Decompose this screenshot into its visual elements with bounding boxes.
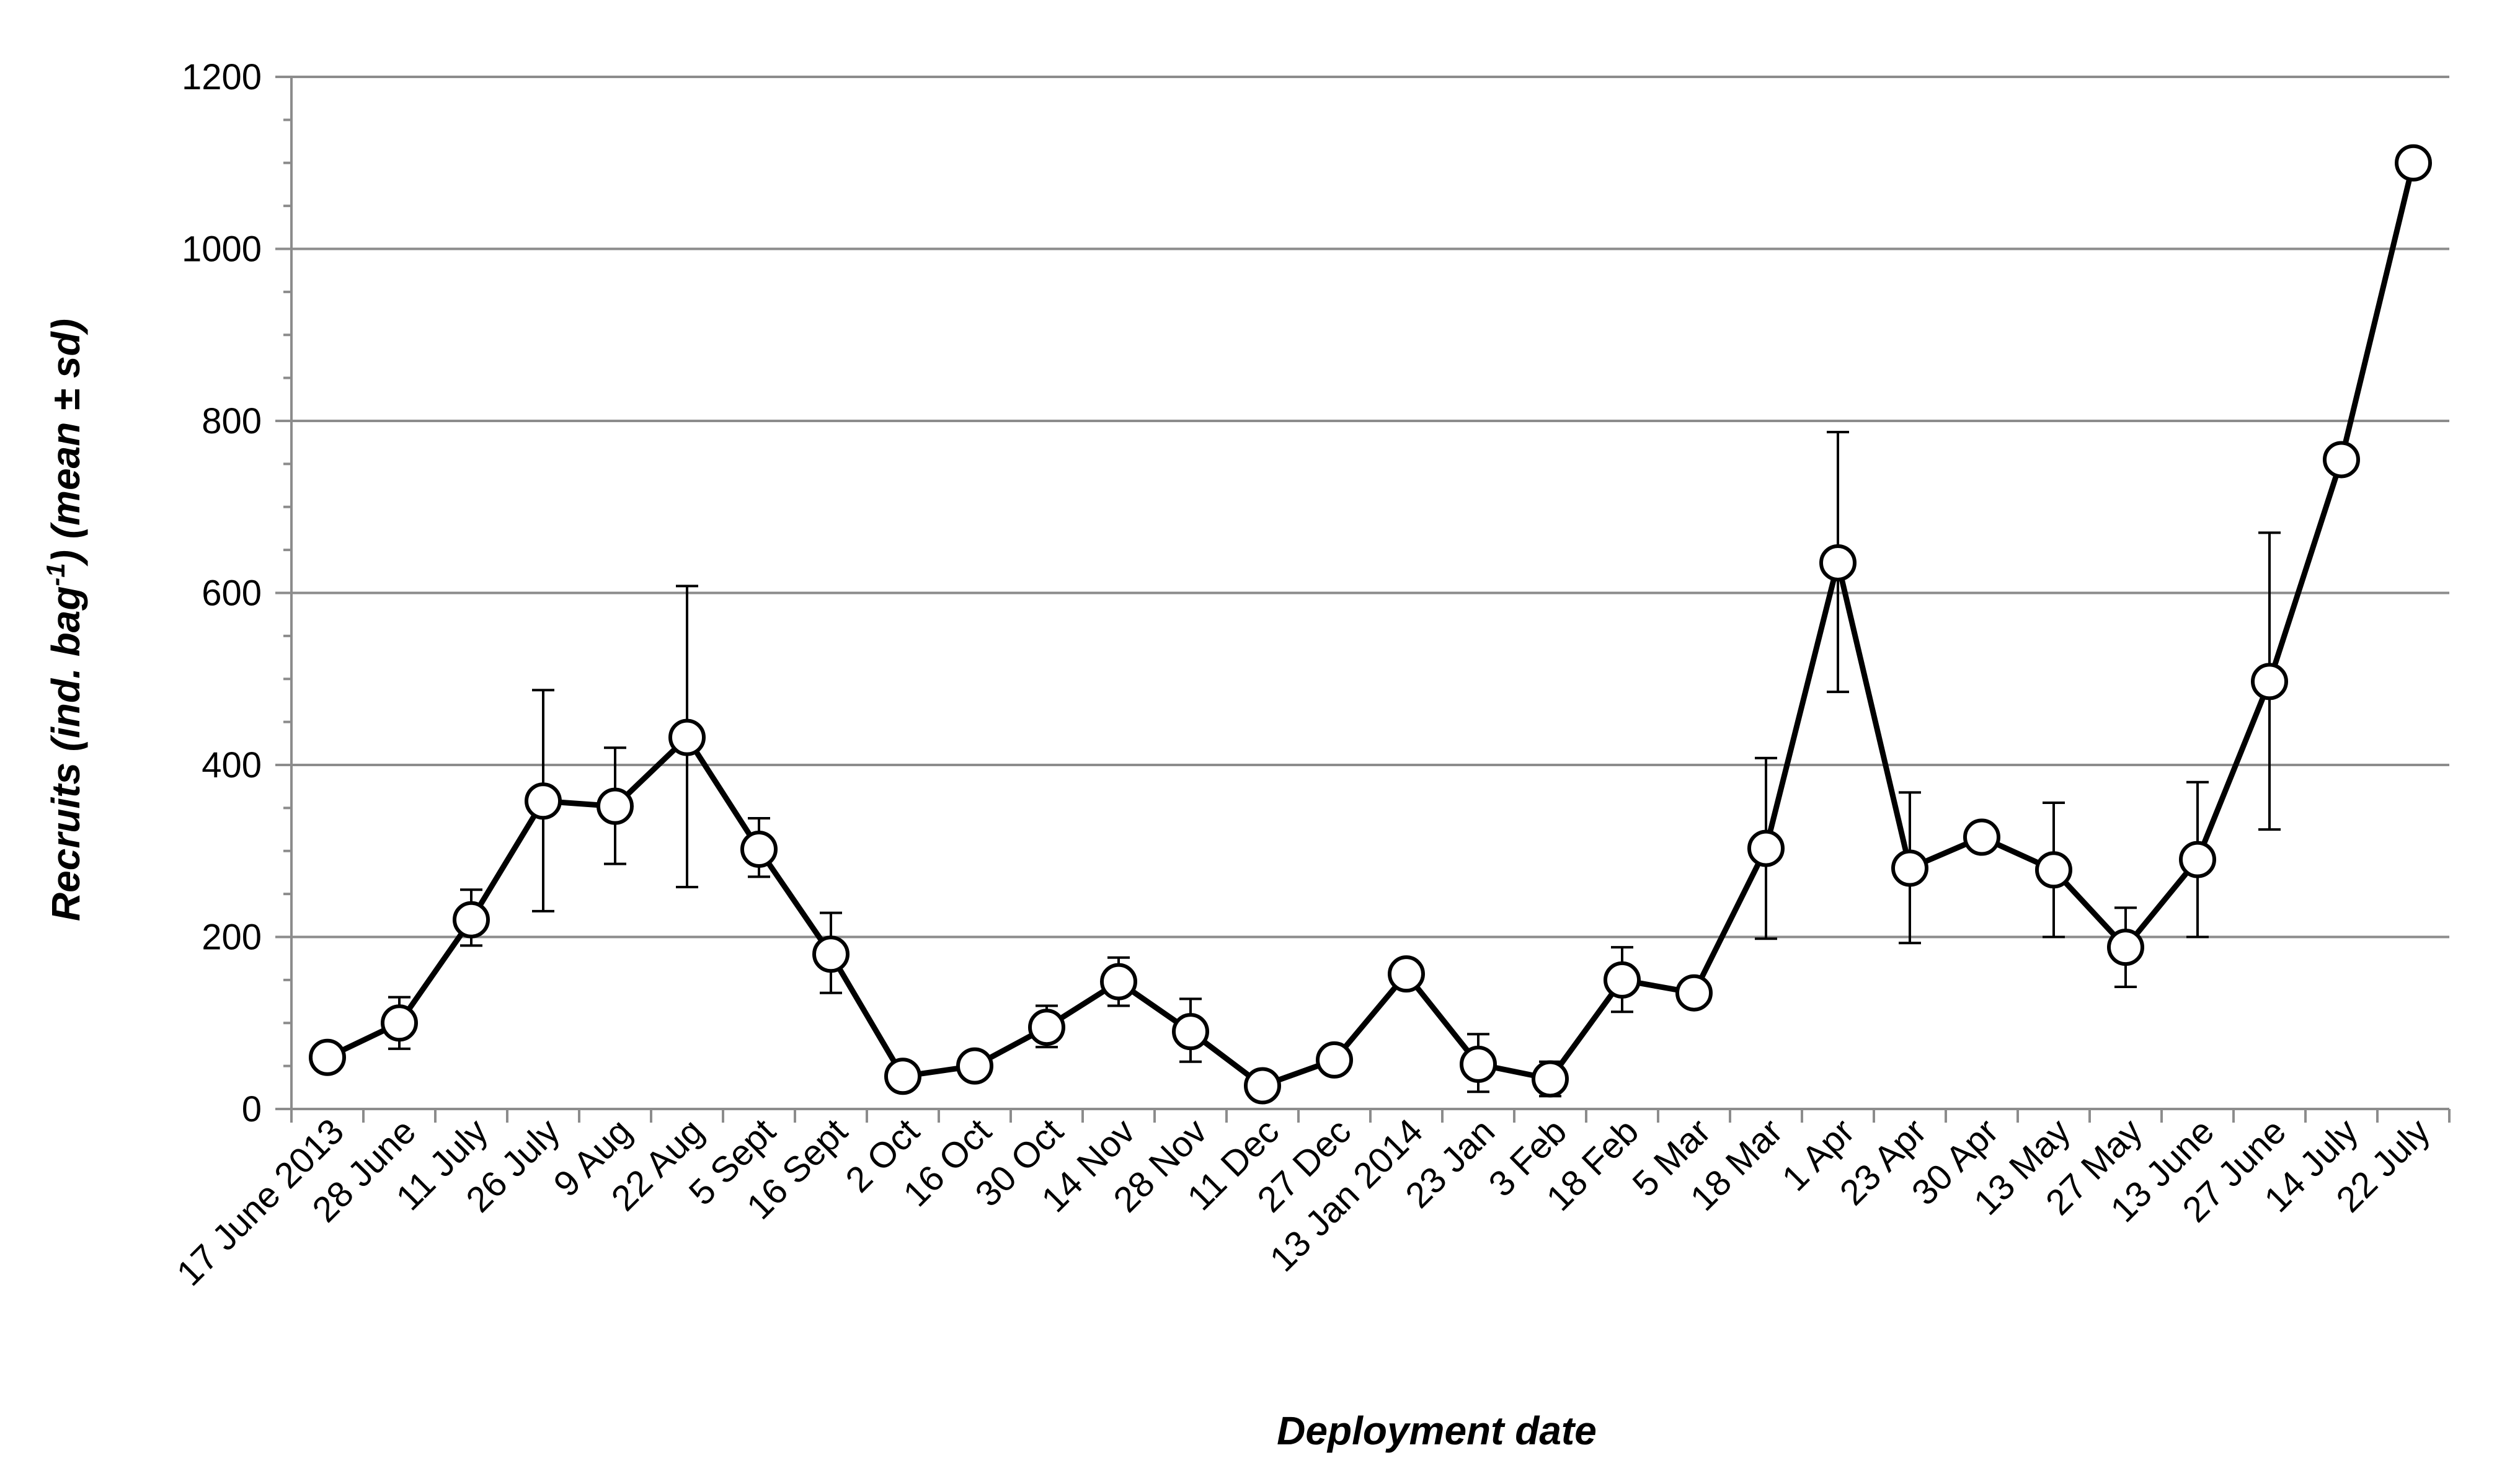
- y-tick-label: 1000: [182, 229, 262, 270]
- data-point: [2179, 841, 2216, 878]
- y-tick-label: 400: [202, 745, 262, 785]
- data-point: [1891, 849, 1928, 887]
- data-point: [453, 901, 490, 939]
- series-line: [326, 162, 2416, 1089]
- data-point: [2035, 851, 2072, 889]
- y-tick-label: 600: [202, 573, 262, 614]
- y-axis-tick-labels: 0 200 400 600 800 1000 1200: [182, 57, 262, 1129]
- gridlines: [291, 76, 2449, 939]
- y-axis-title-tail: ) (mean ± sd): [43, 319, 88, 567]
- y-tick-label: 0: [242, 1089, 262, 1129]
- data-point: [2323, 441, 2360, 479]
- data-point: [668, 718, 706, 756]
- data-point: [525, 782, 562, 820]
- y-axis-title-superscript: -1: [41, 563, 70, 586]
- data-point: [309, 1038, 346, 1076]
- data-point: [1316, 1041, 1353, 1079]
- data-point: [1100, 963, 1137, 1001]
- x-axis-title: Deployment date: [1277, 1408, 1597, 1453]
- data-point: [1604, 961, 1641, 999]
- y-axis-title: Recruits (ind. bag-1) (mean ± sd): [41, 319, 88, 921]
- data-point: [381, 1004, 418, 1042]
- data-point: [1028, 1009, 1065, 1046]
- data-point: [1819, 544, 1857, 581]
- y-tick-label: 200: [202, 917, 262, 958]
- data-point: [956, 1047, 993, 1085]
- data-point: [1460, 1045, 1497, 1083]
- data-point: [1675, 974, 1713, 1012]
- data-point: [1388, 955, 1425, 993]
- y-axis-title-main: Recruits (ind. bag: [43, 586, 88, 922]
- data-point: [1244, 1067, 1281, 1105]
- data-point: [2251, 663, 2288, 700]
- data-point: [2395, 144, 2432, 182]
- data-point: [1963, 818, 2000, 856]
- y-tick-label: 800: [202, 401, 262, 441]
- data-point: [1172, 1013, 1209, 1051]
- data-point: [597, 787, 634, 825]
- data-markers: [309, 144, 2432, 1105]
- y-tick-label: 1200: [182, 57, 262, 97]
- y-axis-ticks: [275, 76, 291, 1110]
- data-point: [2107, 929, 2144, 966]
- data-point: [1532, 1060, 1569, 1098]
- x-axis-ticks: [290, 1109, 2451, 1123]
- data-point: [740, 830, 778, 868]
- data-point: [812, 935, 850, 973]
- data-point: [884, 1058, 921, 1095]
- data-point: [1747, 829, 1785, 867]
